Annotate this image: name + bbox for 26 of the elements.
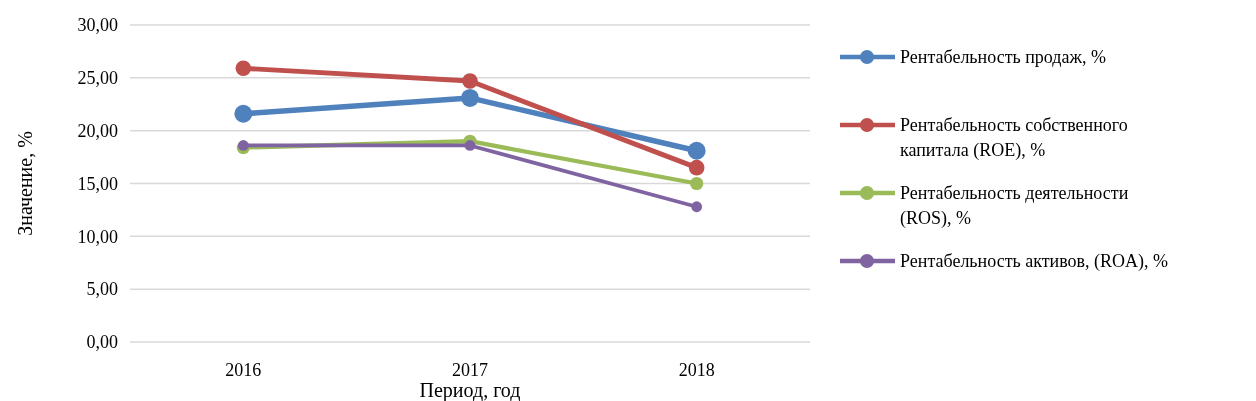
- point: [461, 88, 479, 107]
- y-tick-label: 15,00: [77, 173, 118, 194]
- point: [237, 140, 249, 151]
- point: [464, 140, 476, 151]
- x-axis-title: Период, год: [419, 379, 521, 401]
- x-tick-label: 2017: [452, 360, 488, 380]
- y-tick-label: 10,00: [77, 226, 118, 247]
- point: [235, 60, 252, 77]
- x-tick-label: 2016: [225, 360, 262, 380]
- legend-label: Рентабельность деятельности (ROS), %: [900, 183, 1129, 229]
- point: [687, 141, 706, 160]
- y-tick-label: 30,00: [77, 15, 118, 36]
- y-tick-label: 0,00: [86, 332, 118, 353]
- x-tick-label: 2018: [678, 360, 715, 380]
- point: [690, 176, 704, 191]
- legend-label: Рентабельность продаж, %: [900, 47, 1106, 68]
- point: [691, 201, 703, 213]
- point: [462, 73, 478, 89]
- y-axis-title: Значение, %: [14, 131, 36, 236]
- legend-label: Рентабельность собственного капитала (ROE), %: [900, 115, 1128, 161]
- y-tick-label: 25,00: [77, 68, 118, 89]
- point: [688, 159, 705, 176]
- y-tick-label: 5,00: [86, 279, 118, 300]
- y-tick-label: 20,00: [77, 120, 118, 141]
- legend-label: Рентабельность активов, (ROA), %: [900, 251, 1169, 273]
- point: [234, 104, 253, 123]
